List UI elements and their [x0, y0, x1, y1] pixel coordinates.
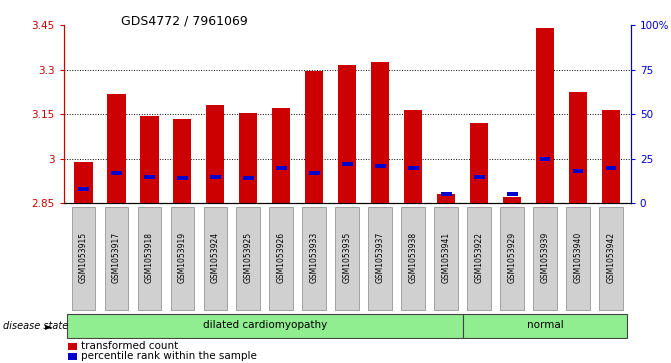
Bar: [338, 65, 356, 203]
FancyBboxPatch shape: [270, 207, 293, 310]
Text: GSM1053933: GSM1053933: [310, 232, 319, 284]
Text: GSM1053939: GSM1053939: [541, 232, 550, 284]
Text: GSM1053922: GSM1053922: [474, 232, 484, 283]
Bar: [78, 187, 89, 191]
Text: GDS4772 / 7961069: GDS4772 / 7961069: [121, 15, 248, 28]
FancyBboxPatch shape: [170, 207, 195, 310]
Text: GSM1053935: GSM1053935: [343, 232, 352, 284]
Text: GSM1053917: GSM1053917: [112, 232, 121, 283]
FancyBboxPatch shape: [401, 207, 425, 310]
Bar: [107, 94, 125, 203]
Bar: [474, 175, 484, 179]
FancyBboxPatch shape: [138, 207, 161, 310]
Text: GSM1053925: GSM1053925: [244, 232, 253, 283]
FancyBboxPatch shape: [462, 314, 627, 338]
Bar: [240, 113, 258, 203]
Text: normal: normal: [527, 320, 564, 330]
Bar: [177, 176, 188, 180]
Bar: [342, 162, 353, 166]
FancyBboxPatch shape: [599, 207, 623, 310]
FancyBboxPatch shape: [467, 207, 491, 310]
FancyBboxPatch shape: [67, 314, 462, 338]
Text: GSM1053942: GSM1053942: [607, 232, 615, 283]
Bar: [569, 92, 587, 203]
Text: dilated cardiomyopathy: dilated cardiomyopathy: [203, 320, 327, 330]
Text: GSM1053938: GSM1053938: [409, 232, 417, 283]
Bar: [441, 192, 452, 196]
Text: GSM1053918: GSM1053918: [145, 232, 154, 283]
FancyBboxPatch shape: [72, 207, 95, 310]
Text: disease state: disease state: [3, 321, 68, 331]
Bar: [111, 171, 122, 175]
Text: percentile rank within the sample: percentile rank within the sample: [81, 351, 256, 362]
Bar: [602, 110, 620, 203]
Bar: [404, 110, 422, 203]
Bar: [408, 166, 419, 170]
Bar: [572, 169, 584, 173]
Bar: [470, 123, 488, 203]
Bar: [68, 352, 76, 360]
FancyBboxPatch shape: [500, 207, 524, 310]
Bar: [74, 162, 93, 203]
Bar: [210, 175, 221, 179]
Bar: [536, 28, 554, 203]
Bar: [309, 171, 319, 175]
Bar: [206, 106, 224, 203]
Bar: [539, 157, 550, 161]
FancyBboxPatch shape: [203, 207, 227, 310]
FancyBboxPatch shape: [236, 207, 260, 310]
Text: GSM1053929: GSM1053929: [507, 232, 517, 283]
Bar: [605, 166, 617, 170]
Bar: [507, 192, 517, 196]
Text: ►: ►: [45, 321, 52, 331]
Bar: [272, 109, 291, 203]
FancyBboxPatch shape: [105, 207, 128, 310]
FancyBboxPatch shape: [336, 207, 359, 310]
Text: GSM1053937: GSM1053937: [376, 232, 384, 284]
FancyBboxPatch shape: [434, 207, 458, 310]
Bar: [437, 195, 455, 203]
Bar: [144, 175, 155, 179]
FancyBboxPatch shape: [566, 207, 590, 310]
Text: GSM1053919: GSM1053919: [178, 232, 187, 283]
Bar: [68, 343, 76, 350]
Text: GSM1053940: GSM1053940: [574, 232, 582, 284]
FancyBboxPatch shape: [368, 207, 392, 310]
Bar: [140, 116, 158, 203]
Bar: [305, 72, 323, 203]
Bar: [173, 119, 191, 203]
Bar: [276, 166, 287, 170]
FancyBboxPatch shape: [533, 207, 557, 310]
Text: GSM1053926: GSM1053926: [277, 232, 286, 283]
Text: transformed count: transformed count: [81, 342, 178, 351]
Bar: [243, 176, 254, 180]
Text: GSM1053924: GSM1053924: [211, 232, 220, 283]
Text: GSM1053915: GSM1053915: [79, 232, 88, 283]
Bar: [503, 197, 521, 203]
Text: GSM1053941: GSM1053941: [442, 232, 451, 283]
Bar: [371, 62, 389, 203]
FancyBboxPatch shape: [303, 207, 326, 310]
Bar: [375, 164, 386, 168]
